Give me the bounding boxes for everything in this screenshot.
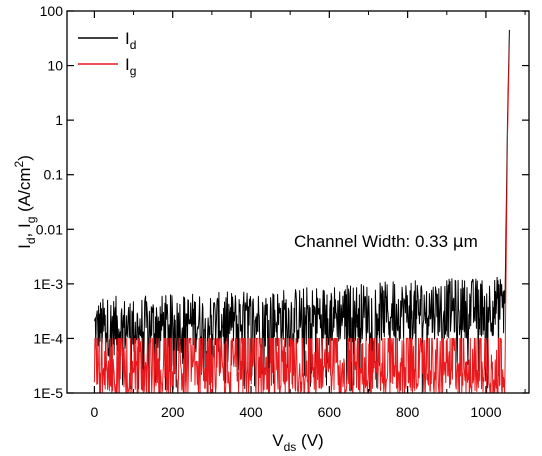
x-tick-label: 0 <box>91 404 99 420</box>
legend-label-id: Id <box>125 29 136 52</box>
x-tick-label: 800 <box>396 404 420 420</box>
y-tick-label: 0.01 <box>36 221 63 237</box>
legend-label-ig: Ig <box>125 55 136 78</box>
legend: Id Ig <box>78 29 136 78</box>
y-tick-label: 1E-4 <box>33 330 63 346</box>
x-tick-label: 1000 <box>470 404 501 420</box>
annotation-channel-width: Channel Width: 0.33 μm <box>294 232 478 252</box>
y-tick-label: 10 <box>47 58 63 74</box>
y-tick-label: 1E-3 <box>33 276 63 292</box>
series-layer <box>93 29 510 394</box>
series-line-1 <box>93 43 510 394</box>
y-tick-label: 1E-5 <box>33 385 63 401</box>
x-tick-label: 200 <box>161 404 185 420</box>
x-tick-label: 400 <box>239 404 263 420</box>
x-axis-title: Vds (V) <box>272 431 323 454</box>
ticks-layer <box>67 10 529 394</box>
plot-frame <box>66 10 530 394</box>
y-tick-label: 0.1 <box>44 167 64 183</box>
tick-labels-layer: 0 200 400 600 800 1000 1E-5 1E-4 1E-3 0.01 0.1 1 10 1… <box>33 3 501 420</box>
x-tick-label: 600 <box>318 404 342 420</box>
series-line-0 <box>93 29 510 394</box>
y-tick-label: 1 <box>55 112 63 128</box>
y-tick-label: 100 <box>40 3 64 19</box>
y-axis-title: Id, Ig (A/cm2) <box>12 155 38 249</box>
